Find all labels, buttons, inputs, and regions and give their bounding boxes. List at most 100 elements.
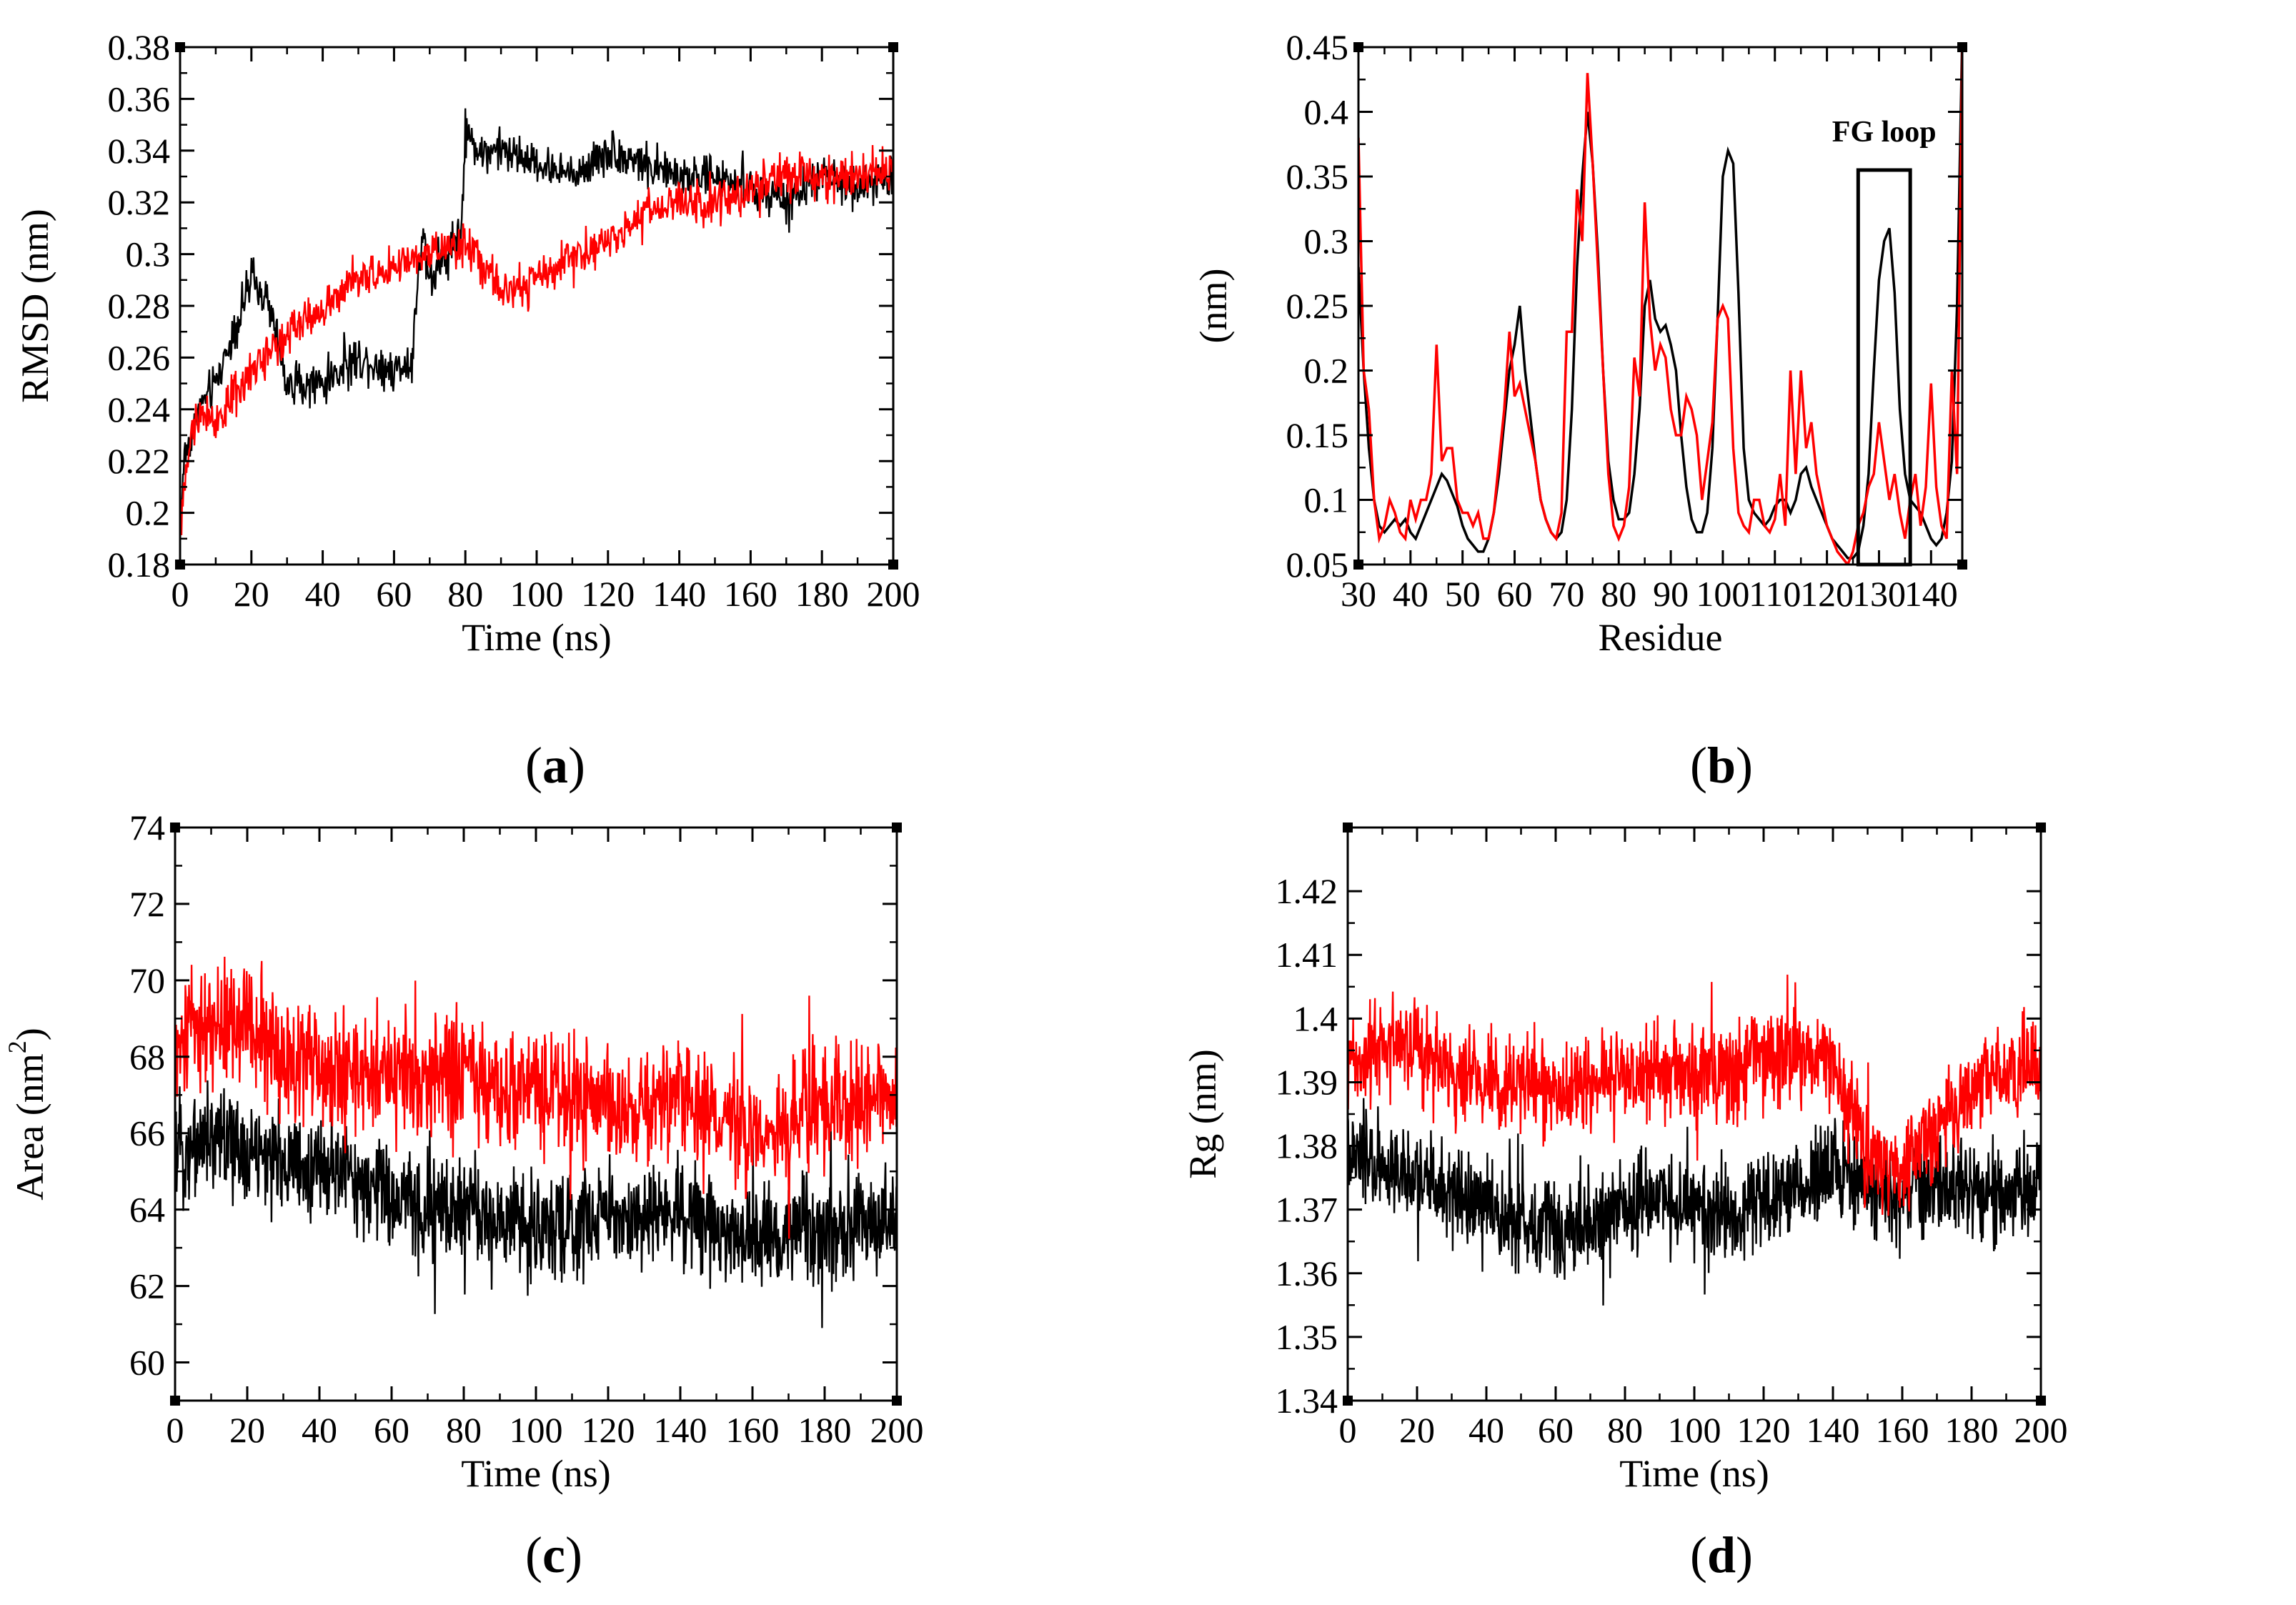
chart-a-ytick-label: 0.34 (108, 131, 171, 171)
chart-d-xtick-label: 40 (1468, 1410, 1504, 1450)
chart-b-xtick-label: 60 (1497, 574, 1533, 614)
chart-b-ylabel: (nm) (1192, 269, 1235, 344)
chart-a-ytick-label: 0.26 (108, 337, 171, 377)
chart-a-ylabel: RMSD (nm) (14, 209, 56, 403)
chart-b-series-black (1358, 47, 1962, 560)
caption-a: (a) (525, 737, 585, 794)
chart-c-ytick-label: 66 (129, 1113, 165, 1153)
chart-c-xlabel: Time (ns) (461, 1452, 611, 1495)
chart-b-xtick-label: 70 (1549, 574, 1584, 614)
chart-c-ytick-label: 72 (129, 884, 165, 924)
chart-d-xlabel: Time (ns) (1619, 1452, 1769, 1495)
caption-c: (c) (525, 1526, 582, 1584)
chart-c-ytick-label: 70 (129, 960, 165, 1000)
chart-a-xlabel: Time (ns) (462, 616, 612, 659)
chart-c-xtick-label: 200 (870, 1410, 924, 1450)
chart-b-ytick-label: 0.05 (1286, 545, 1349, 585)
chart-a-xtick-label: 200 (867, 574, 920, 614)
chart-d-xtick-label: 20 (1399, 1410, 1435, 1450)
chart-c-xtick-label: 0 (167, 1410, 184, 1450)
chart-a-xtick-label: 140 (652, 574, 706, 614)
caption-b: (b) (1690, 737, 1754, 794)
chart-d-xtick-label: 200 (2014, 1410, 2068, 1450)
sasa-chart: 0 20 40 60 80 100 120 140 160 180 200 60 62 64 66 68 70 7… (3, 808, 924, 1495)
chart-b-ytick-label: 0.1 (1304, 480, 1349, 520)
chart-a-xtick-label: 60 (376, 574, 412, 614)
chart-d-ytick-label: 1.4 (1293, 998, 1338, 1038)
chart-a-ytick-label: 0.28 (108, 286, 171, 326)
rmsd-chart: 0 20 40 60 80 100 120 140 160 180 200 0.18 0.2 0.22 0.… (14, 27, 920, 659)
chart-b-xtick-label: 90 (1653, 574, 1689, 614)
chart-d-xtick-label: 160 (1876, 1410, 1929, 1450)
chart-a-ytick-label: 0.18 (108, 545, 171, 585)
chart-c-ytick-label: 62 (129, 1266, 165, 1306)
chart-b-ytick-label: 0.25 (1286, 286, 1349, 326)
chart-c-ytick-label: 68 (129, 1037, 165, 1077)
chart-d-xtick-label: 80 (1607, 1410, 1643, 1450)
chart-b-ytick-label: 0.2 (1304, 351, 1349, 391)
chart-c-ytick-label: 74 (129, 808, 165, 848)
chart-a-ytick-label: 0.22 (108, 441, 171, 481)
chart-c-xtick-label: 100 (510, 1410, 563, 1450)
chart-b-ytick-label: 0.15 (1286, 415, 1349, 455)
chart-b-annotation-label: FG loop (1832, 116, 1937, 149)
chart-a-series-red (180, 144, 893, 536)
chart-a-ytick-label: 0.24 (108, 389, 171, 429)
chart-d-series-red (1348, 974, 2041, 1216)
chart-a-ytick-label: 0.38 (108, 27, 171, 67)
chart-a-ytick-label: 0.32 (108, 182, 171, 222)
chart-d-xtick-label: 180 (1945, 1410, 1999, 1450)
chart-b-ytick-label: 0.45 (1286, 27, 1349, 67)
chart-b-xtick-label: 140 (1904, 574, 1958, 614)
chart-b-xtick-label: 50 (1445, 574, 1481, 614)
chart-d-ytick-label: 1.35 (1276, 1317, 1338, 1357)
chart-b-xtick-label: 30 (1341, 574, 1376, 614)
chart-c-ytick-label: 60 (129, 1343, 165, 1383)
chart-b-series-red (1358, 47, 1962, 565)
chart-c-xtick-label: 160 (726, 1410, 780, 1450)
chart-c-ylabel: Area (nm2) (3, 1028, 51, 1200)
chart-c-ytick-label: 64 (129, 1190, 165, 1230)
chart-a-xtick-label: 40 (305, 574, 341, 614)
chart-a-xtick-label: 0 (172, 574, 189, 614)
chart-c-xtick-label: 60 (374, 1410, 409, 1450)
chart-d-ytick-label: 1.38 (1276, 1126, 1338, 1166)
chart-c-xtick-label: 40 (302, 1410, 337, 1450)
chart-c-xtick-label: 180 (798, 1410, 852, 1450)
chart-d-xtick-label: 60 (1538, 1410, 1574, 1450)
chart-c-xtick-label: 20 (229, 1410, 265, 1450)
chart-a-xtick-label: 120 (581, 574, 635, 614)
chart-a-xtick-label: 160 (724, 574, 777, 614)
chart-a-xtick-label: 100 (510, 574, 564, 614)
caption-d: (d) (1690, 1526, 1754, 1584)
chart-a-xtick-label: 20 (234, 574, 269, 614)
chart-b-xtick-label: 80 (1601, 574, 1636, 614)
chart-b-ytick-label: 0.4 (1304, 92, 1349, 132)
chart-d-xtick-label: 120 (1737, 1410, 1791, 1450)
chart-d-xtick-label: 100 (1668, 1410, 1721, 1450)
chart-b-xtick-label: 130 (1852, 574, 1906, 614)
chart-d-ylabel: Rg (nm) (1181, 1049, 1224, 1179)
chart-a-ytick-label: 0.36 (108, 79, 171, 119)
chart-b-ytick-label: 0.3 (1304, 222, 1349, 262)
chart-c-xtick-label: 120 (582, 1410, 635, 1450)
chart-a-xtick-label: 80 (447, 574, 483, 614)
chart-b-xtick-label: 120 (1800, 574, 1854, 614)
chart-a-series-black (180, 108, 893, 535)
chart-c-xtick-label: 80 (446, 1410, 482, 1450)
chart-a-ytick-label: 0.2 (126, 493, 171, 533)
chart-c-xtick-label: 140 (654, 1410, 707, 1450)
chart-d-series-black (1348, 1098, 2041, 1306)
chart-d-ytick-label: 1.36 (1276, 1253, 1338, 1293)
chart-b-xtick-label: 100 (1696, 574, 1749, 614)
chart-d-ytick-label: 1.42 (1276, 871, 1338, 911)
chart-b-xtick-label: 40 (1393, 574, 1428, 614)
chart-a-xtick-label: 180 (795, 574, 849, 614)
chart-d-xtick-label: 140 (1807, 1410, 1860, 1450)
chart-b-xlabel: Residue (1599, 616, 1723, 659)
chart-d-ytick-label: 1.41 (1276, 935, 1338, 975)
chart-b-xtick-label: 110 (1749, 574, 1801, 614)
rg-chart: 0 20 40 60 80 100 120 140 160 180 200 1.34 1.35 1.36 1… (1181, 823, 2068, 1495)
chart-d-ytick-label: 1.37 (1276, 1190, 1338, 1230)
